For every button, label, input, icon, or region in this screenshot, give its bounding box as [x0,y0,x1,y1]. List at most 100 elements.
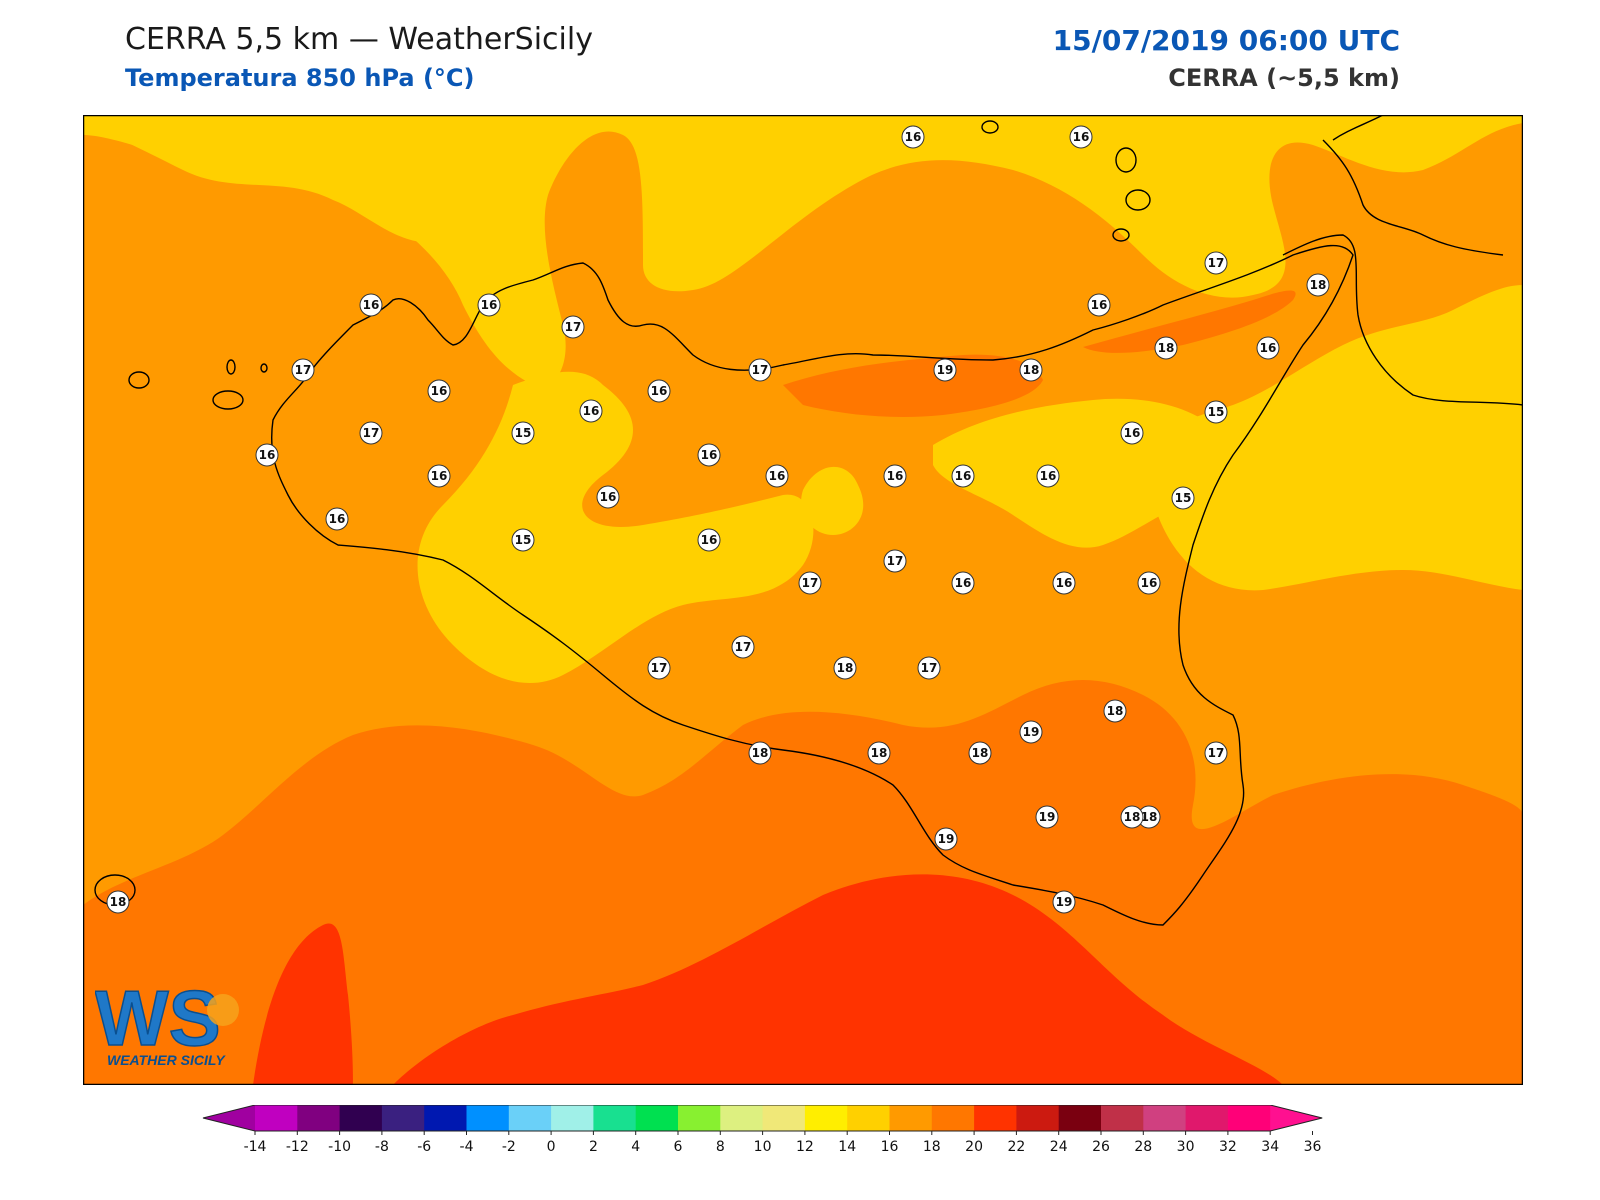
colorbar-tick-label: 4 [631,1139,640,1155]
colorbar-tick-label: 18 [923,1139,941,1155]
station-value: 16 [955,469,972,483]
coastlines [94,115,1523,926]
station-circle [359,293,383,317]
map-frame [83,115,1523,1085]
station-circle [934,827,958,851]
band-14-16-central [801,466,864,535]
map-subtitle: Temperatura 850 hPa (°C) [125,64,475,92]
aeolian-island-1 [1115,147,1137,173]
colorbar-cell [593,1105,637,1131]
logo-letters: WS [95,980,221,1062]
station-value: 17 [1208,746,1225,760]
station-circle [697,528,721,552]
station-marker: 18 [833,656,857,680]
band-14-16-west-interior [417,371,814,684]
colorbar-cell [720,1105,764,1131]
station-marker: 16 [596,485,620,509]
station-circle [511,421,535,445]
band-18-20-northeast [1083,290,1296,353]
station-marker: 16 [1069,125,1093,149]
station-marker: 16 [427,464,451,488]
station-circle [901,125,925,149]
colorbar-cell [847,1105,890,1131]
colorbar-cell [508,1105,552,1131]
station-value: 16 [905,130,922,144]
station-value: 19 [938,832,955,846]
station-circle [1154,336,1178,360]
station-marker: 16 [883,464,907,488]
station-value: 18 [1141,810,1158,824]
aeolian-island-2 [1125,189,1151,211]
station-circle [917,656,941,680]
station-circle [647,379,671,403]
station-marker: 16 [901,125,925,149]
station-circle [596,485,620,509]
colorbar-tick-label: 22 [1007,1139,1025,1155]
station-marker: 16 [325,507,349,531]
station-value: 18 [1023,363,1040,377]
station-circle [1087,293,1111,317]
forecast-datetime: 15/07/2019 06:00 UTC [1052,24,1400,57]
colorbar-cell [1016,1105,1060,1131]
station-value: 16 [600,490,617,504]
station-value: 16 [701,448,718,462]
station-value: 15 [515,533,532,547]
station-circle [359,421,383,445]
station-circle [1052,571,1076,595]
weathersicily-logo: WS WEATHER SICILY [95,980,239,1068]
station-value: 16 [887,469,904,483]
station-circle [1204,400,1228,424]
station-circle [427,464,451,488]
colorbar-tick-label: -2 [502,1139,516,1155]
colorbar-cell [931,1105,975,1131]
station-circle [697,443,721,467]
band-14-16-east [1150,285,1523,591]
station-circle [325,507,349,531]
station-marker: 15 [511,421,535,445]
station-marker: 18 [1120,805,1144,829]
station-value: 17 [921,661,938,675]
station-value: 16 [1091,298,1108,312]
band-18-20-south [83,680,1523,1085]
station-value: 18 [1158,341,1175,355]
station-value: 17 [1208,256,1225,270]
station-circle [1035,805,1059,829]
colorbar-tick-label: 14 [838,1139,856,1155]
station-circle [477,293,501,317]
station-circle [1204,251,1228,275]
station-value: 17 [752,363,769,377]
station-marker: 16 [697,443,721,467]
station-marker: 17 [1204,251,1228,275]
station-circle [748,741,772,765]
station-circle [883,464,907,488]
station-marker: 16 [951,571,975,595]
station-value: 16 [481,298,498,312]
station-marker: 18 [106,890,130,914]
station-marker: 17 [647,656,671,680]
station-circle [1019,358,1043,382]
station-value: 17 [295,363,312,377]
station-value: 16 [1056,576,1073,590]
station-marker: 17 [917,656,941,680]
station-value: 16 [1040,469,1057,483]
colorbar-tick-label: 32 [1219,1139,1237,1155]
station-marker: 18 [1103,699,1127,723]
station-value: 17 [802,576,819,590]
station-circle [867,741,891,765]
station-value: 16 [1260,341,1277,355]
station-marker: 16 [1256,336,1280,360]
temperature-colorbar: -14 -12 -10 -8 -6 -4 -2 0 2 4 6 8 10 12 14 16 18 20 22 24 26… [202,1105,1323,1155]
station-marker: 19 [1019,720,1043,744]
colorbar-ticks: -14 -12 -10 -8 -6 -4 -2 0 2 4 6 8 10 12 14 16 18 20 22 24 26… [244,1131,1321,1155]
station-marker: 17 [291,358,315,382]
station-marker: 17 [883,549,907,573]
colorbar-tick-label: -8 [375,1139,389,1155]
station-circle [883,549,907,573]
colorbar-tick-label: -10 [328,1139,351,1155]
colorbar-cell [339,1105,383,1131]
colorbar-tick-label: 0 [547,1139,556,1155]
station-circle [1306,273,1330,297]
colorbar-tick-label: 6 [674,1139,683,1155]
station-circle [1052,890,1076,914]
station-value: 19 [1056,895,1073,909]
